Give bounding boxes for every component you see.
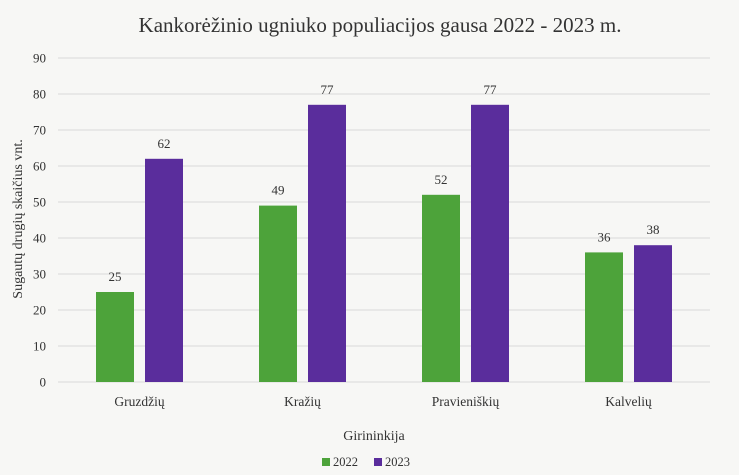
data-label: 49 bbox=[272, 183, 285, 198]
y-tick-label: 50 bbox=[33, 195, 46, 210]
x-axis-categories: Gruzdžių Kražių Pravieniškių Kalvelių bbox=[114, 394, 652, 409]
chart-title: Kankorėžinio ugniuko populiacijos gausa … bbox=[139, 13, 622, 37]
y-tick-label: 40 bbox=[33, 231, 46, 246]
bar-2023 bbox=[308, 104, 346, 383]
bar-2022 bbox=[422, 194, 460, 382]
y-axis-label: Sugautų drugių skaičius vnt. bbox=[11, 139, 26, 298]
bar-2023 bbox=[471, 104, 509, 383]
y-tick-label: 10 bbox=[33, 339, 46, 354]
y-tick-label: 30 bbox=[33, 267, 46, 282]
legend-swatch-2022 bbox=[322, 458, 330, 466]
legend-label: 2023 bbox=[385, 455, 410, 469]
x-category-label: Pravieniškių bbox=[432, 394, 500, 409]
data-label: 38 bbox=[647, 222, 660, 237]
data-label: 36 bbox=[598, 229, 612, 244]
data-label: 77 bbox=[484, 82, 498, 97]
y-tick-label: 70 bbox=[33, 123, 46, 138]
legend-swatch-2023 bbox=[374, 458, 382, 466]
x-category-label: Kalvelių bbox=[605, 394, 652, 409]
data-label: 25 bbox=[109, 269, 122, 284]
y-tick-label: 80 bbox=[33, 87, 46, 102]
x-axis-label: Girininkija bbox=[343, 429, 405, 444]
legend: 2022 2023 bbox=[322, 455, 410, 469]
y-axis-ticks: 0 10 20 30 40 50 60 70 80 90 bbox=[33, 51, 46, 390]
y-tick-label: 60 bbox=[33, 159, 46, 174]
bar-2022 bbox=[96, 292, 134, 382]
data-label: 77 bbox=[321, 82, 335, 97]
bars bbox=[96, 104, 672, 383]
y-tick-label: 0 bbox=[40, 375, 47, 390]
bar-2022 bbox=[585, 252, 623, 382]
data-labels: 25 62 49 77 52 77 36 38 bbox=[109, 82, 660, 284]
x-category-label: Kražių bbox=[284, 394, 321, 409]
bar-2023 bbox=[145, 158, 183, 382]
x-category-label: Gruzdžių bbox=[114, 394, 164, 409]
data-label: 62 bbox=[158, 136, 171, 151]
data-label: 52 bbox=[435, 172, 448, 187]
legend-label: 2022 bbox=[333, 455, 358, 469]
bar-2023 bbox=[634, 245, 672, 382]
bar-2022 bbox=[259, 205, 297, 382]
y-tick-label: 20 bbox=[33, 303, 46, 318]
y-tick-label: 90 bbox=[33, 51, 46, 66]
